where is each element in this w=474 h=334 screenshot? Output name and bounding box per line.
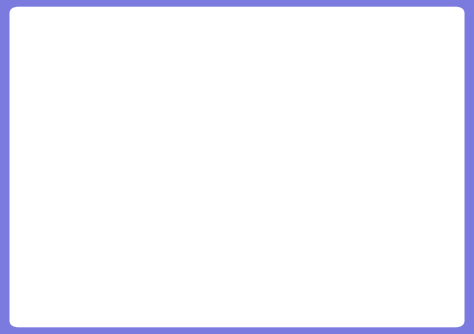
Ellipse shape <box>106 130 255 257</box>
Text: yeast
cell: yeast cell <box>57 191 95 222</box>
Text: + CO$_2$: + CO$_2$ <box>341 142 395 162</box>
Text: ethanol (alcohol): ethanol (alcohol) <box>301 116 460 134</box>
Text: fermentation: fermentation <box>120 130 254 148</box>
Text: energy (ATP): energy (ATP) <box>126 202 247 220</box>
Ellipse shape <box>100 110 165 171</box>
Text: FERMENTATION BY YEAST: FERMENTATION BY YEAST <box>37 33 437 61</box>
Text: teachoo: teachoo <box>371 24 438 41</box>
Text: sugar: sugar <box>178 68 235 86</box>
